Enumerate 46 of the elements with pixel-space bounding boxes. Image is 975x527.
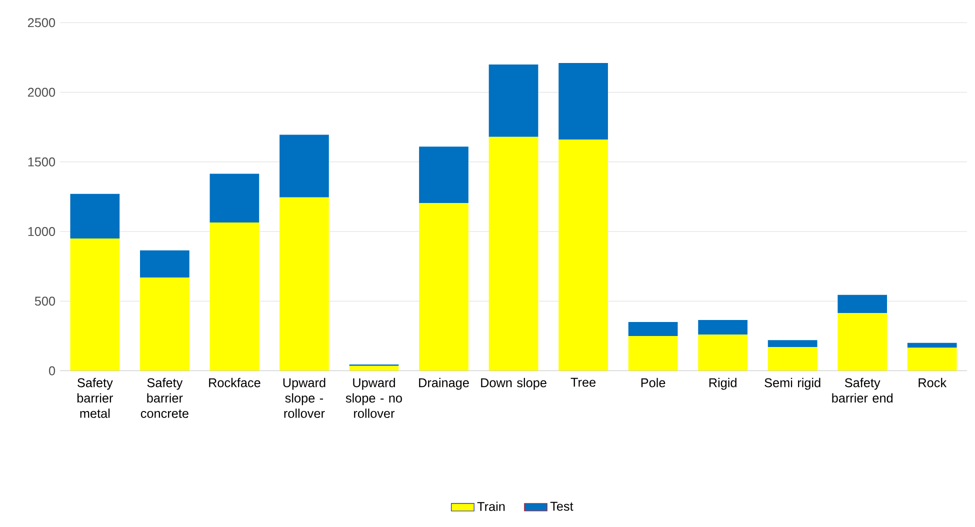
y-tick-label: 1500 bbox=[28, 158, 56, 166]
y-tick-label: 1000 bbox=[28, 227, 56, 236]
x-tick-label: Safety barrier end bbox=[832, 378, 893, 403]
x-tick-label: Tree bbox=[570, 378, 596, 387]
bar bbox=[70, 194, 120, 239]
y-tick-label: 0 bbox=[48, 366, 56, 376]
x-tick-label: Upward slope - rollover bbox=[283, 378, 326, 418]
bar bbox=[768, 347, 818, 371]
bar bbox=[628, 336, 678, 371]
x-tick-label: Drainage bbox=[419, 378, 469, 390]
legend-label: Train bbox=[477, 502, 505, 512]
bar bbox=[698, 320, 748, 335]
bar bbox=[488, 64, 538, 137]
bar bbox=[280, 198, 329, 371]
y-tick-label: 2500 bbox=[28, 18, 56, 28]
bar bbox=[419, 203, 468, 371]
legend-label: Test bbox=[550, 502, 574, 511]
bar bbox=[838, 313, 888, 371]
bar bbox=[349, 366, 399, 371]
bar bbox=[210, 174, 260, 223]
bar bbox=[210, 222, 260, 371]
bar bbox=[907, 343, 957, 348]
bar bbox=[558, 140, 608, 371]
bar bbox=[768, 340, 818, 348]
x-tick-label: Pole bbox=[641, 378, 666, 388]
bar bbox=[419, 146, 468, 204]
y-tick-label: 500 bbox=[34, 296, 56, 306]
x-tick-label: Rock bbox=[918, 378, 947, 388]
bar bbox=[140, 278, 190, 371]
bar bbox=[140, 250, 190, 278]
bar bbox=[70, 238, 120, 371]
x-tick-label: Safety barrier concrete bbox=[140, 378, 188, 418]
bar bbox=[488, 136, 538, 371]
x-tick-label: Semi rigid bbox=[764, 378, 820, 390]
x-tick-label: Down slope bbox=[481, 378, 546, 390]
bar bbox=[628, 322, 678, 336]
x-tick-label: Upward slope - no rollover bbox=[346, 378, 402, 418]
bar bbox=[907, 348, 957, 371]
x-tick-label: Safety barrier metal bbox=[77, 378, 114, 418]
x-tick-label: Rockface bbox=[209, 378, 260, 388]
bar bbox=[558, 63, 608, 140]
y-tick-label: 2000 bbox=[28, 88, 56, 97]
bar bbox=[838, 294, 888, 314]
bar bbox=[280, 134, 329, 198]
bar bbox=[698, 334, 748, 371]
x-tick-label: Rigid bbox=[709, 378, 736, 390]
